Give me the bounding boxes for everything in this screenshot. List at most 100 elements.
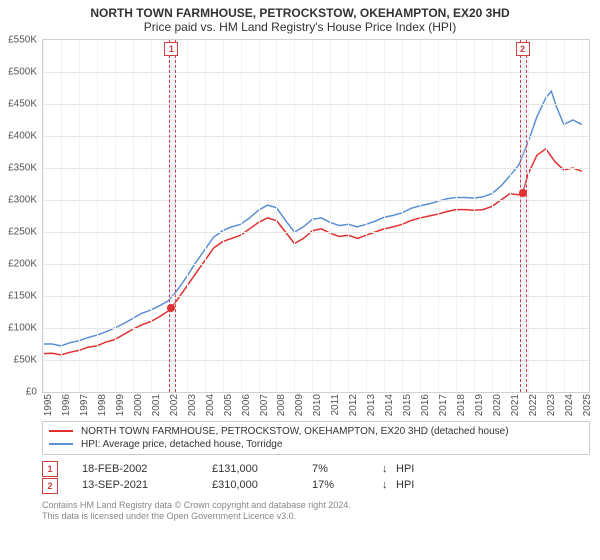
credits-line1: Contains HM Land Registry data © Crown c… (42, 500, 590, 512)
x-axis-label: 2015 (402, 394, 413, 416)
line-series-svg (43, 40, 589, 392)
vgridline (564, 40, 565, 392)
vgridline (259, 40, 260, 392)
x-axis-label: 2021 (510, 394, 521, 416)
legend-swatch (49, 430, 73, 432)
sale-marker-box: 1 (164, 42, 178, 56)
y-axis-label: £400K (8, 130, 37, 141)
sale-highlight-band (520, 40, 527, 392)
sale-point-dot (519, 189, 527, 197)
vgridline (205, 40, 206, 392)
credits: Contains HM Land Registry data © Crown c… (42, 500, 590, 523)
legend-swatch (49, 443, 73, 445)
plot-region: £0£50K£100K£150K£200K£250K£300K£350K£400… (42, 39, 590, 393)
vgridline (474, 40, 475, 392)
y-axis-label: £500K (8, 66, 37, 77)
gridline (43, 328, 589, 329)
gridline (43, 168, 589, 169)
y-axis-label: £550K (8, 34, 37, 45)
x-axis-label: 2019 (474, 394, 485, 416)
vgridline (330, 40, 331, 392)
sale-pct: 7% (312, 461, 382, 478)
x-axis-label: 2023 (546, 394, 557, 416)
x-axis-label: 2000 (133, 394, 144, 416)
legend-box: NORTH TOWN FARMHOUSE, PETROCKSTOW, OKEHA… (42, 421, 590, 455)
x-axis-label: 2025 (582, 394, 593, 416)
x-axis-label: 1997 (79, 394, 90, 416)
x-axis-label: 2018 (456, 394, 467, 416)
gridline (43, 360, 589, 361)
x-axis-label: 2024 (564, 394, 575, 416)
legend-row: NORTH TOWN FARMHOUSE, PETROCKSTOW, OKEHA… (49, 425, 583, 438)
vgridline (241, 40, 242, 392)
sale-index-box: 1 (42, 461, 58, 477)
sale-date: 13-SEP-2021 (82, 477, 212, 494)
sale-hpi-label: HPI (396, 461, 414, 478)
down-arrow-icon: ↓ (382, 477, 396, 494)
chart-area: £0£50K£100K£150K£200K£250K£300K£350K£400… (42, 39, 590, 417)
y-axis-label: £300K (8, 194, 37, 205)
vgridline (546, 40, 547, 392)
x-axis-label: 1995 (43, 394, 54, 416)
vgridline (294, 40, 295, 392)
y-axis-label: £50K (14, 354, 37, 365)
x-axis-label: 2004 (205, 394, 216, 416)
sale-date: 18-FEB-2002 (82, 461, 212, 478)
sale-hpi-label: HPI (396, 477, 414, 494)
x-axis-label: 2001 (151, 394, 162, 416)
vgridline (420, 40, 421, 392)
chart-title-line2: Price paid vs. HM Land Registry's House … (0, 20, 600, 34)
vgridline (79, 40, 80, 392)
sale-price: £310,000 (212, 477, 312, 494)
y-axis-label: £250K (8, 226, 37, 237)
x-axis-label: 2020 (492, 394, 503, 416)
x-axis-label: 2006 (241, 394, 252, 416)
vgridline (276, 40, 277, 392)
sale-point-dot (167, 304, 175, 312)
x-axis-label: 2003 (187, 394, 198, 416)
x-axis-label: 2012 (348, 394, 359, 416)
vgridline (582, 40, 583, 392)
x-axis-label: 2009 (294, 394, 305, 416)
vgridline (348, 40, 349, 392)
chart-title-line1: NORTH TOWN FARMHOUSE, PETROCKSTOW, OKEHA… (0, 6, 600, 20)
y-axis-label: £0 (26, 386, 37, 397)
vgridline (456, 40, 457, 392)
vgridline (43, 40, 44, 392)
sales-table: 1 18-FEB-2002£131,0007%↓HPI 2 13-SEP-2021£3… (42, 461, 590, 494)
y-axis-label: £100K (8, 322, 37, 333)
sale-marker-box: 2 (516, 42, 530, 56)
gridline (43, 200, 589, 201)
x-axis-label: 1999 (115, 394, 126, 416)
sale-row: 2 13-SEP-2021£310,00017%↓HPI (42, 477, 590, 494)
x-axis-label: 2007 (259, 394, 270, 416)
sale-pct: 17% (312, 477, 382, 494)
vgridline (133, 40, 134, 392)
gridline (43, 72, 589, 73)
credits-line2: This data is licensed under the Open Gov… (42, 511, 590, 523)
sale-highlight-band (169, 40, 176, 392)
gridline (43, 136, 589, 137)
sale-row: 1 18-FEB-2002£131,0007%↓HPI (42, 461, 590, 478)
legend-label: NORTH TOWN FARMHOUSE, PETROCKSTOW, OKEHA… (81, 425, 509, 438)
vgridline (510, 40, 511, 392)
sale-index-box: 2 (42, 478, 58, 494)
vgridline (366, 40, 367, 392)
vgridline (402, 40, 403, 392)
vgridline (61, 40, 62, 392)
y-axis-label: £350K (8, 162, 37, 173)
gridline (43, 104, 589, 105)
x-axis-label: 2014 (384, 394, 395, 416)
sale-price: £131,000 (212, 461, 312, 478)
vgridline (492, 40, 493, 392)
vgridline (528, 40, 529, 392)
y-axis-label: £200K (8, 258, 37, 269)
down-arrow-icon: ↓ (382, 461, 396, 478)
vgridline (115, 40, 116, 392)
x-axis-label: 2005 (223, 394, 234, 416)
x-axis-label: 1996 (61, 394, 72, 416)
x-axis-label: 2011 (330, 394, 341, 416)
gridline (43, 296, 589, 297)
vgridline (151, 40, 152, 392)
y-axis-label: £450K (8, 98, 37, 109)
